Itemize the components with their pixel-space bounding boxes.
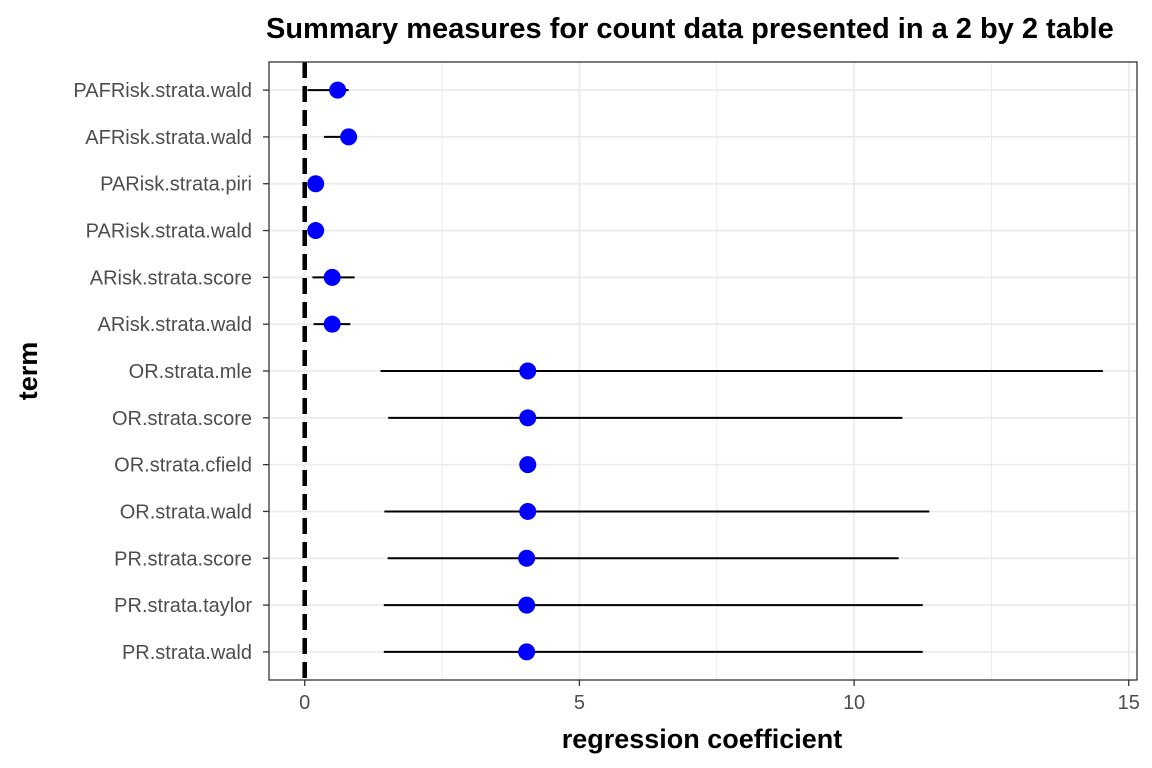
estimate-point xyxy=(518,596,536,614)
x-tick-label: 5 xyxy=(574,692,585,714)
estimate-point xyxy=(323,315,341,333)
x-tick-label: 15 xyxy=(1118,692,1140,714)
y-tick-label: PAFRisk.strata.wald xyxy=(73,80,252,102)
y-tick-label: PARisk.strata.piri xyxy=(100,174,252,196)
y-tick-label: OR.strata.score xyxy=(112,408,252,430)
plot-marks xyxy=(302,62,1103,680)
y-axis-title: term xyxy=(13,342,43,401)
y-tick-label: ARisk.strata.score xyxy=(90,267,252,289)
y-tick-label: OR.strata.mle xyxy=(129,361,252,383)
estimate-point xyxy=(323,268,341,286)
chart-title: Summary measures for count data presente… xyxy=(266,13,1114,45)
y-tick-label: OR.strata.wald xyxy=(120,501,252,523)
y-tick-label: PR.strata.score xyxy=(114,548,252,570)
estimate-point xyxy=(519,502,537,520)
y-tick-label: PR.strata.wald xyxy=(122,642,252,664)
estimate-point xyxy=(329,81,347,99)
x-axis-title: regression coefficient xyxy=(562,724,843,754)
estimate-point xyxy=(518,549,536,567)
estimate-point xyxy=(518,643,536,661)
y-tick-label: AFRisk.strata.wald xyxy=(85,127,252,149)
y-tick-label: OR.strata.cfield xyxy=(114,455,252,477)
x-axis: 0 5 10 15 xyxy=(299,680,1140,714)
y-tick-label: ARisk.strata.wald xyxy=(98,314,253,336)
estimate-point xyxy=(307,222,325,240)
y-tick-label: PARisk.strata.wald xyxy=(86,221,252,243)
estimate-point xyxy=(519,409,537,427)
estimate-point xyxy=(340,128,358,146)
estimate-point xyxy=(519,362,537,380)
x-tick-label: 0 xyxy=(299,692,310,714)
estimate-point xyxy=(519,456,537,474)
y-tick-label: PR.strata.taylor xyxy=(114,595,252,617)
y-axis: PR.strata.wald PR.strata.taylor PR.strata.… xyxy=(73,80,269,664)
x-tick-label: 10 xyxy=(843,692,865,714)
estimate-point xyxy=(307,175,325,193)
